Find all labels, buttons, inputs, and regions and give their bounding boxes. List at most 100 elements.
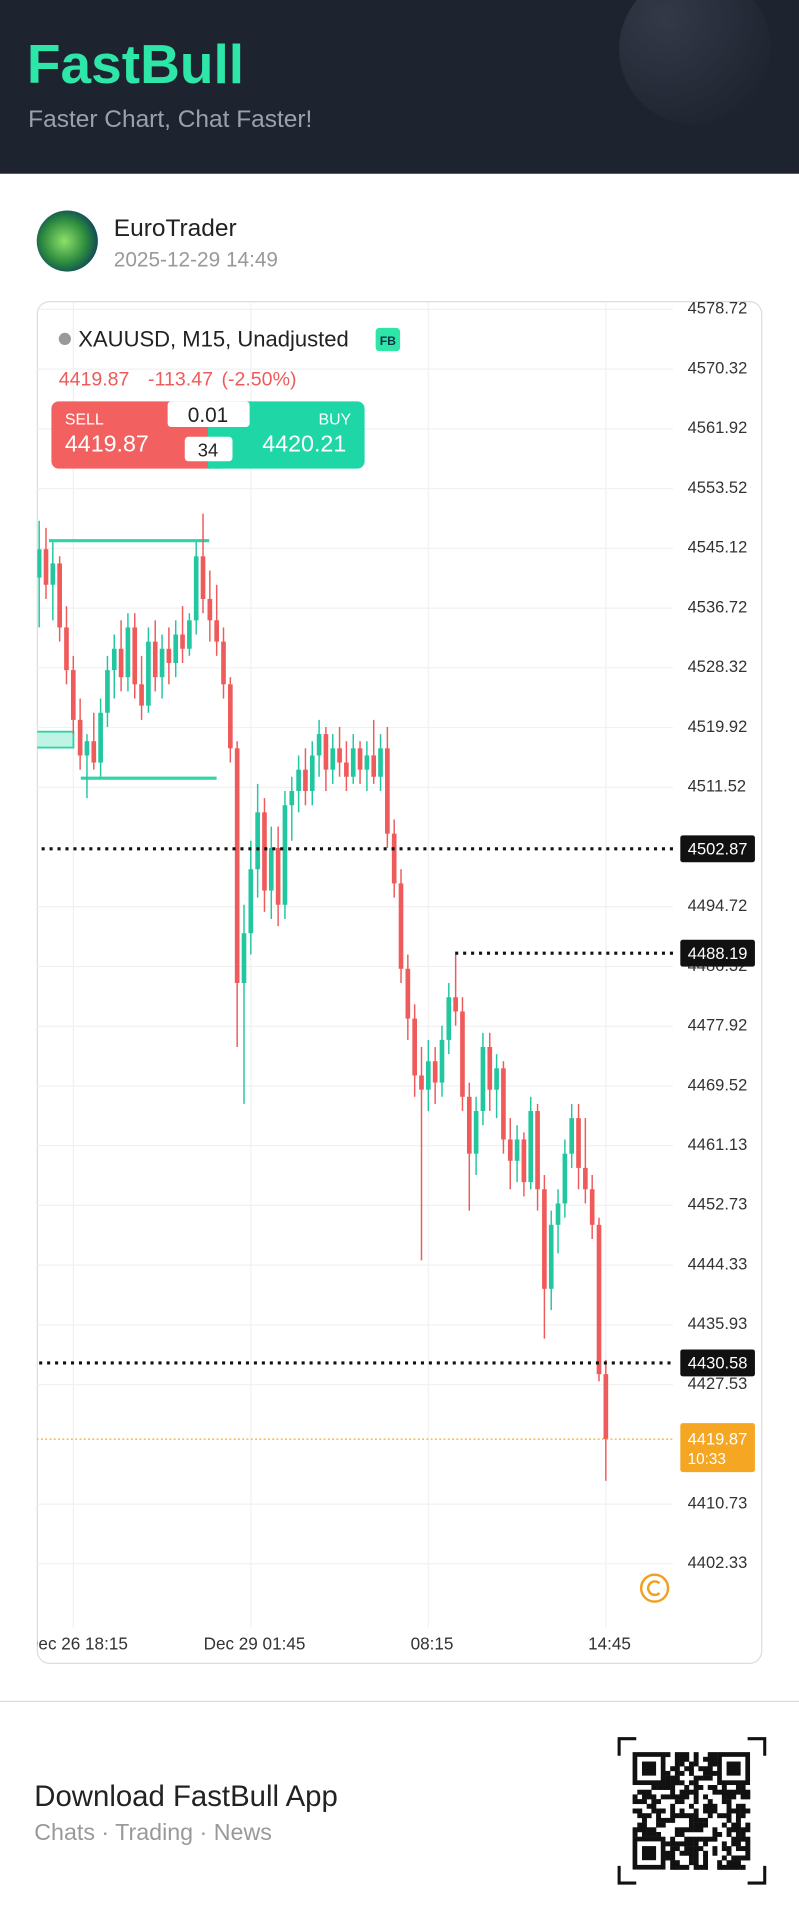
qr-module: [712, 1803, 718, 1809]
qr-module: [688, 1813, 694, 1819]
y-tick-label: 4561.92: [688, 419, 748, 437]
y-tick-label: 4452.73: [688, 1196, 748, 1214]
qr-module: [735, 1785, 741, 1790]
footer-title[interactable]: Download FastBull App: [34, 1780, 338, 1813]
qr-module: [703, 1766, 709, 1772]
qr-module: [688, 1827, 694, 1833]
candle-body: [166, 648, 172, 663]
qr-module: [698, 1846, 704, 1852]
qr-module: [731, 1841, 737, 1847]
qr-module: [679, 1850, 685, 1856]
qr-module: [674, 1775, 680, 1781]
qr-module: [698, 1766, 704, 1772]
qr-module: [712, 1752, 718, 1758]
qr-module: [703, 1841, 709, 1847]
qr-module: [698, 1864, 704, 1870]
qr-module: [707, 1761, 713, 1767]
qr-module: [670, 1817, 676, 1823]
qr-module: [688, 1789, 694, 1795]
qr-module: [726, 1789, 732, 1795]
candle-body: [255, 812, 260, 870]
candle-body: [187, 620, 192, 649]
candle-body: [57, 563, 62, 628]
qr-module: [712, 1808, 718, 1814]
qr-module: [670, 1803, 676, 1809]
qr-module: [745, 1808, 751, 1814]
y-tick-label: 4410.73: [688, 1494, 748, 1512]
qr-code[interactable]: [617, 1737, 767, 1885]
candle-body: [84, 741, 90, 756]
qr-module: [726, 1860, 732, 1866]
candle-body: [309, 755, 315, 791]
qr-module: [745, 1846, 751, 1852]
candle-body: [364, 755, 370, 770]
y-tick-label: 4461.13: [688, 1136, 748, 1154]
qr-module: [674, 1766, 680, 1772]
qr-module: [688, 1850, 694, 1856]
qr-module: [707, 1756, 713, 1762]
copyright-letter: [647, 1580, 661, 1597]
qr-module: [707, 1808, 713, 1814]
qr-module: [641, 1813, 647, 1819]
qr-module: [670, 1766, 676, 1772]
qr-module: [707, 1785, 713, 1790]
qr-module: [665, 1770, 671, 1776]
qr-module: [707, 1813, 713, 1819]
candle-body: [535, 1111, 540, 1190]
candle-body: [98, 712, 103, 763]
qr-module: [674, 1756, 680, 1762]
qr-module: [735, 1860, 741, 1866]
qr-module: [646, 1794, 652, 1800]
qr-module: [731, 1822, 737, 1828]
qr-module: [745, 1850, 751, 1856]
lot-box[interactable]: [167, 401, 250, 428]
qr-module: [698, 1817, 704, 1823]
price-label: 4430.58: [688, 1354, 748, 1372]
qr-module: [721, 1799, 727, 1805]
qr-module: [684, 1752, 690, 1758]
qr-module: [698, 1822, 704, 1828]
qr-module: [651, 1827, 657, 1833]
qr-module: [693, 1827, 699, 1833]
candle-body: [282, 805, 288, 905]
qr-module: [637, 1789, 643, 1795]
qr-module: [735, 1846, 741, 1852]
qr-module: [698, 1785, 704, 1790]
qr-module: [740, 1803, 746, 1809]
qr-module: [721, 1794, 727, 1800]
candle-body: [323, 734, 329, 770]
qr-module: [693, 1846, 699, 1852]
candle-body: [501, 1068, 506, 1140]
qr-module: [665, 1780, 671, 1786]
candle-body: [91, 741, 97, 763]
qr-module: [735, 1832, 741, 1837]
candle-body: [426, 1061, 431, 1090]
qr-module: [712, 1832, 718, 1837]
qr-module: [745, 1794, 751, 1800]
qr-module: [717, 1864, 723, 1870]
qr-module: [656, 1808, 662, 1814]
candle-body: [125, 627, 131, 678]
qr-module: [693, 1850, 699, 1856]
candle-body: [159, 648, 165, 678]
qr-module: [726, 1794, 732, 1800]
qr-module: [665, 1817, 671, 1823]
candle-body: [173, 634, 179, 663]
qr-module: [670, 1808, 676, 1814]
candle-body: [248, 869, 254, 934]
qr-module: [637, 1813, 643, 1819]
qr-finder: [632, 1836, 666, 1870]
qr-module: [674, 1761, 680, 1767]
author[interactable]: EuroTrader: [114, 215, 237, 242]
avatar[interactable]: [36, 210, 98, 272]
qr-module: [698, 1836, 704, 1842]
quote-price: 4419.87: [59, 368, 130, 390]
price-label: 4502.87: [688, 840, 748, 858]
candle-body: [555, 1203, 561, 1225]
qr-frame: [617, 1737, 767, 1885]
chart: 4578.72 4570.32 4561.92 4553.52 4545.12 4536.…: [37, 301, 755, 1653]
qr-module: [632, 1794, 638, 1800]
qr-module: [641, 1794, 647, 1800]
candle-body: [132, 627, 138, 685]
qr-module: [670, 1855, 676, 1861]
